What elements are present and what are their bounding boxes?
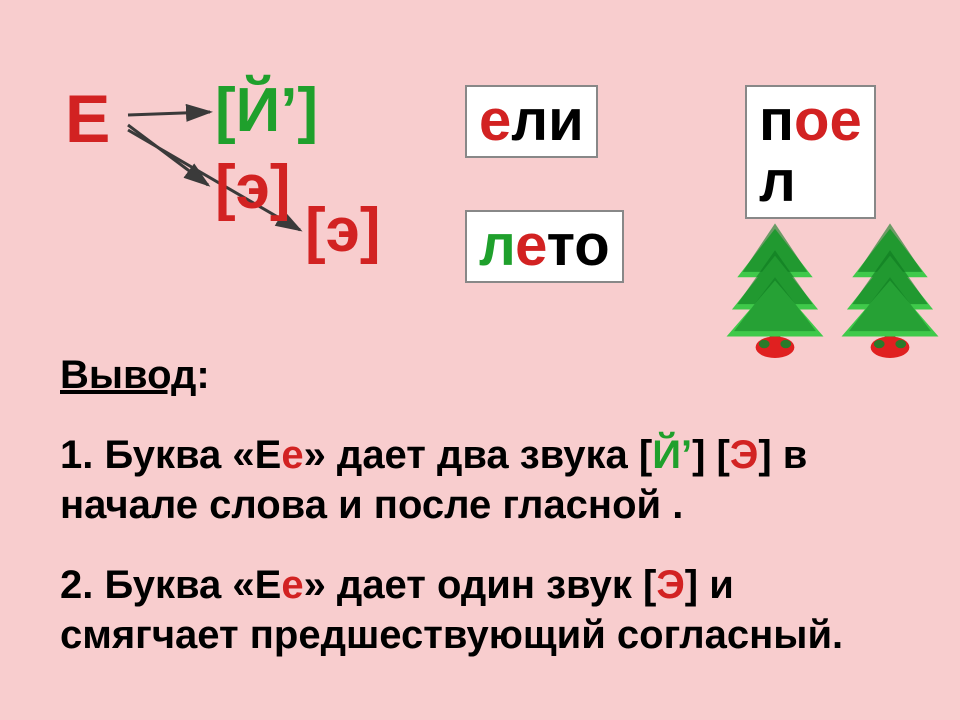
colon: : xyxy=(196,353,209,397)
tree-icon xyxy=(720,218,830,358)
conclusion-title-line: Вывод: xyxy=(60,350,860,400)
conclusion-p2: 2. Буква «Ее» дает один звук [Э] и смягч… xyxy=(60,560,860,660)
word-part: п xyxy=(759,88,794,153)
phonetic-e2: [э] xyxy=(305,195,381,266)
conclusion-block: Вывод: 1. Буква «Ее» дает два звука [Й’]… xyxy=(60,350,860,690)
text-part: Э xyxy=(730,433,758,477)
text-part: е xyxy=(281,433,303,477)
word-box-poel: пое л xyxy=(745,85,876,219)
word-part: о xyxy=(794,88,829,153)
text-part: 1. Буква «Е xyxy=(60,433,281,477)
text-part: » дает два звука [ xyxy=(304,433,653,477)
tree-icon xyxy=(835,218,945,358)
text-part: Э xyxy=(656,563,684,607)
text-part: ] [ xyxy=(692,433,730,477)
text-part: Й’ xyxy=(652,433,692,477)
conclusion-title: Вывод xyxy=(60,353,196,397)
word-part: то xyxy=(547,213,610,278)
conclusion-p1: 1. Буква «Ее» дает два звука [Й’] [Э] в … xyxy=(60,430,860,530)
word-part: л xyxy=(759,149,796,214)
word-part: е xyxy=(829,88,861,153)
word-part: л xyxy=(479,213,515,278)
word-box-leto: лето xyxy=(465,210,624,283)
phonetic-e1: [э] xyxy=(215,152,291,223)
word-line: пое xyxy=(759,91,862,152)
text-part: е xyxy=(281,563,303,607)
word-part: ли xyxy=(511,88,584,153)
word-part: е xyxy=(479,88,511,153)
word-part: е xyxy=(515,213,547,278)
text-part: 2. Буква «Е xyxy=(60,563,281,607)
phonetic-y: [Й’] xyxy=(215,75,318,146)
word-box-eli: ели xyxy=(465,85,598,158)
text-part: » дает один звук [ xyxy=(304,563,657,607)
word-line: л xyxy=(759,152,862,213)
letter-e: Е xyxy=(65,80,110,158)
